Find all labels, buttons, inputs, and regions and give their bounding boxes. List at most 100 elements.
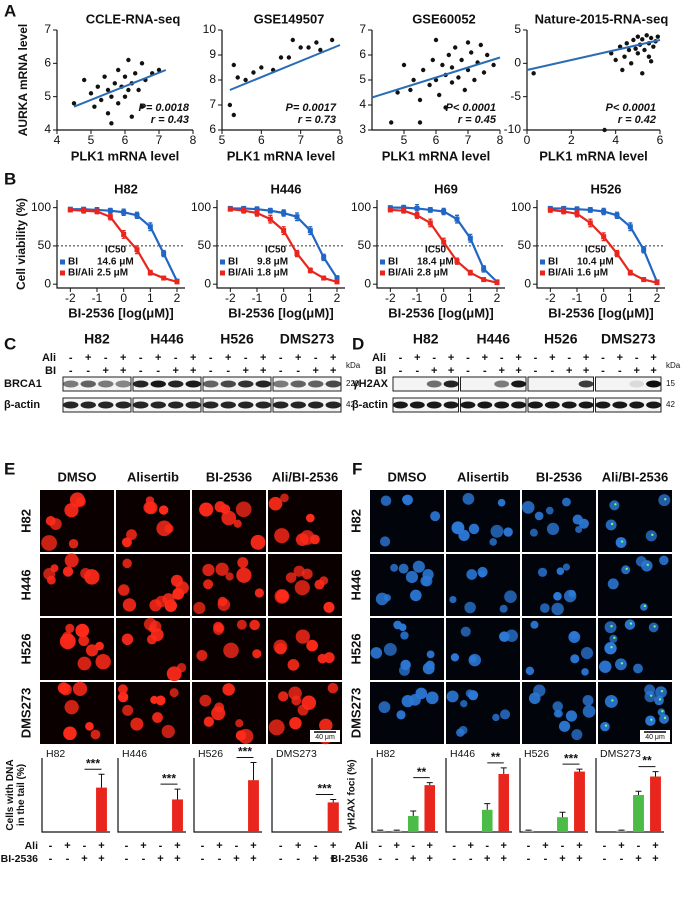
panel-label: E	[4, 459, 15, 478]
blot-strip	[392, 376, 459, 392]
micrograph	[370, 682, 444, 744]
point	[307, 228, 313, 234]
point	[491, 62, 496, 68]
point	[281, 228, 287, 234]
cell	[551, 602, 564, 616]
cell	[464, 601, 476, 614]
cell	[166, 666, 182, 682]
cell	[370, 647, 383, 659]
bar	[523, 830, 534, 832]
error-bar	[250, 761, 257, 781]
point	[306, 45, 311, 50]
foci	[614, 503, 617, 506]
row-label: H526	[18, 633, 33, 664]
x-tick-label: 0	[600, 291, 607, 305]
treatment-sign: +	[243, 365, 249, 377]
x-tick-label: -2	[65, 291, 76, 305]
point	[467, 235, 473, 241]
band	[290, 380, 306, 388]
point	[122, 74, 128, 79]
treatment-sign: +	[617, 352, 623, 364]
condition-sign: -	[561, 840, 565, 852]
point	[561, 205, 567, 211]
y-axis-label: in the tail (%)	[16, 764, 27, 826]
y-axis-label: Cell viability (%)	[14, 198, 28, 290]
point	[235, 75, 240, 80]
treatment-sign: +	[173, 365, 179, 377]
x-axis-label: PLK1 mRNA level	[227, 148, 336, 163]
band	[63, 401, 79, 409]
band	[238, 380, 254, 388]
blot-strip	[392, 397, 459, 413]
point	[640, 71, 645, 76]
treatment-sign: -	[432, 352, 436, 364]
cell	[122, 598, 137, 612]
treatment-sign: -	[156, 365, 160, 377]
condition-sign: +	[330, 840, 336, 852]
point	[531, 71, 536, 76]
band	[528, 401, 543, 409]
point	[648, 35, 654, 41]
x-tick-label: 7	[465, 133, 472, 147]
point	[401, 62, 407, 68]
x-tick-label: 4	[54, 133, 61, 147]
x-tick-label: 7	[297, 133, 304, 147]
scale-bar-label: 40 μm	[315, 734, 335, 741]
cell	[63, 726, 77, 741]
point	[644, 33, 649, 38]
cell	[327, 682, 339, 694]
band-name: BRCA1	[4, 378, 42, 390]
x-tick-label: 2	[174, 291, 181, 305]
point	[231, 62, 236, 68]
x-tick-label: 6	[122, 133, 129, 147]
point	[314, 40, 319, 45]
cell	[399, 664, 410, 676]
point	[456, 75, 461, 80]
band-kda: 15	[666, 379, 675, 388]
point	[614, 212, 620, 218]
chart-title: DMS273	[276, 748, 317, 760]
point	[251, 70, 256, 75]
cell	[121, 633, 134, 645]
cell	[233, 519, 242, 528]
treatment-sign: +	[225, 352, 231, 364]
treatment-sign: +	[431, 365, 437, 377]
condition-sign: -	[49, 853, 53, 865]
point	[449, 65, 455, 70]
cell	[378, 701, 391, 714]
point	[620, 67, 625, 73]
legend-title: IC50	[265, 245, 287, 256]
cell	[565, 710, 578, 722]
axis	[536, 200, 665, 289]
chart-title: H526	[524, 748, 549, 760]
cell	[68, 539, 79, 549]
cell	[278, 691, 289, 702]
point	[462, 87, 467, 93]
cell	[580, 647, 594, 660]
point	[602, 127, 607, 133]
point	[67, 207, 73, 213]
x-tick-label: 7	[156, 133, 163, 147]
point	[395, 90, 400, 95]
cell	[199, 694, 212, 707]
cell	[235, 719, 244, 728]
cell	[294, 580, 310, 596]
legend-label: BI	[388, 257, 398, 268]
cell	[422, 662, 435, 675]
cell-line-label: DMS273	[601, 331, 656, 347]
fit-line	[229, 44, 341, 91]
condition-sign: -	[452, 840, 456, 852]
point	[156, 67, 162, 73]
foci	[620, 662, 624, 665]
panel-label: C	[4, 334, 16, 353]
cell	[575, 525, 583, 533]
cell	[412, 560, 425, 573]
blot-strip	[527, 376, 594, 392]
band	[494, 380, 510, 388]
point	[81, 208, 87, 214]
cell	[633, 663, 643, 674]
point	[454, 216, 460, 222]
band	[426, 401, 442, 409]
point	[174, 279, 180, 285]
cell	[323, 601, 335, 613]
